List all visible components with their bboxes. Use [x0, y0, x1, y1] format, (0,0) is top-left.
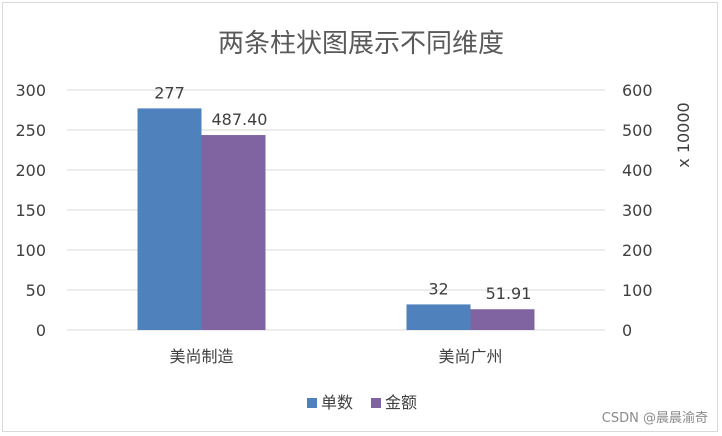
right-tick-label: 500	[622, 121, 653, 140]
right-axis-ticks: 0 100 200 300 400 500 600	[622, 81, 653, 340]
bar-单数	[406, 304, 471, 330]
chart-title: 两条柱状图展示不同维度	[218, 29, 504, 59]
left-tick-label: 250	[15, 121, 46, 140]
watermark: CSDN @晨晨渝奇	[601, 411, 708, 426]
category-label: 美尚广州	[438, 347, 502, 366]
right-tick-label: 100	[622, 281, 653, 300]
legend-label: 金额	[385, 393, 417, 412]
legend-swatch	[307, 398, 317, 408]
bar-金额	[470, 309, 535, 330]
data-label: 487.40	[212, 110, 268, 129]
bar-单数	[137, 108, 202, 331]
data-label: 277	[154, 83, 185, 102]
right-tick-label: 0	[622, 321, 632, 340]
left-tick-label: 200	[15, 161, 46, 180]
bars	[137, 108, 535, 331]
data-labels: 277 487.40 32 51.91	[154, 83, 531, 303]
category-label: 美尚制造	[169, 347, 233, 366]
data-label: 51.91	[486, 284, 532, 303]
bar-金额	[201, 135, 266, 330]
legend-label: 单数	[321, 393, 353, 412]
right-tick-label: 600	[622, 81, 653, 100]
left-tick-label: 0	[36, 321, 46, 340]
right-tick-label: 400	[622, 161, 653, 180]
left-axis-ticks: 0 50 100 150 200 250 300	[15, 81, 46, 340]
legend: 单数 金额	[307, 393, 417, 412]
chart-frame	[2, 2, 718, 432]
left-tick-label: 300	[15, 81, 46, 100]
category-labels: 美尚制造 美尚广州	[169, 347, 502, 366]
right-tick-label: 300	[622, 201, 653, 220]
left-tick-label: 150	[15, 201, 46, 220]
data-label: 32	[428, 279, 448, 298]
right-tick-label: 200	[622, 241, 653, 260]
right-axis-title: x 10000	[674, 102, 693, 167]
left-tick-label: 50	[26, 281, 46, 300]
legend-swatch	[371, 398, 381, 408]
left-tick-label: 100	[15, 241, 46, 260]
